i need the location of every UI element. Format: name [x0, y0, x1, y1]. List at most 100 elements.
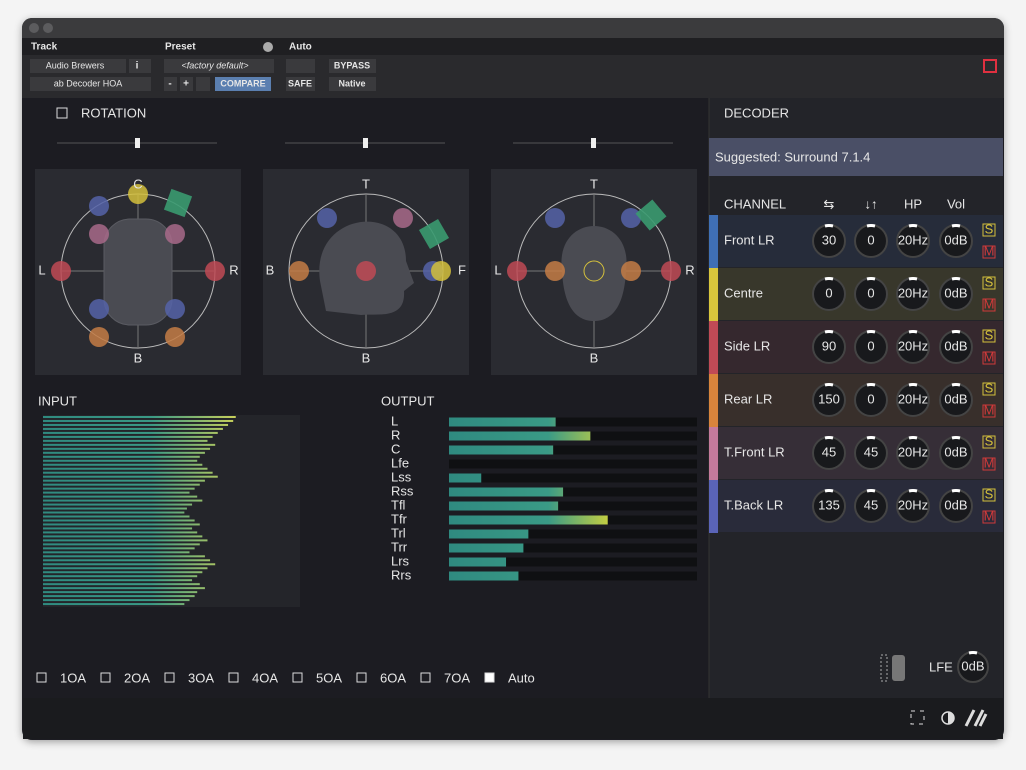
- output-title: OUTPUT: [381, 393, 435, 408]
- knob-indicator: [968, 650, 978, 655]
- source-marker[interactable]: [163, 188, 193, 218]
- order-checkbox[interactable]: [100, 672, 111, 683]
- copy-button[interactable]: [196, 77, 210, 91]
- speaker-dot: [289, 261, 309, 281]
- plus-button[interactable]: [180, 77, 193, 91]
- mute-button[interactable]: [982, 404, 996, 418]
- input-meter-bar: [43, 483, 200, 486]
- native-button[interactable]: [329, 77, 376, 91]
- speaker-dot: [89, 299, 109, 319]
- knob-indicator: [866, 329, 876, 334]
- input-meter-bar: [43, 435, 213, 438]
- safe-button[interactable]: [286, 77, 315, 91]
- channel-color-strip: [709, 321, 718, 374]
- output-meter-bg: [449, 501, 697, 511]
- suggested-banner: [709, 138, 1003, 176]
- channel-color-strip: [709, 268, 718, 321]
- automation-button[interactable]: [286, 59, 315, 73]
- knob-value: 30: [822, 232, 836, 247]
- mute-button[interactable]: [982, 351, 996, 365]
- minus-text: -: [168, 79, 171, 90]
- bypass-button[interactable]: [329, 59, 376, 73]
- input-title: INPUT: [38, 393, 77, 408]
- output-meter-bar: [449, 501, 559, 511]
- rotation-title: ROTATION: [81, 105, 146, 120]
- input-meter-bar: [43, 527, 193, 530]
- channel-color-strip: [709, 374, 718, 427]
- knob-indicator: [908, 382, 918, 387]
- solo-button[interactable]: [982, 382, 996, 396]
- speaker-dot: [431, 261, 451, 281]
- order-checkbox[interactable]: [292, 672, 303, 683]
- close-button[interactable]: [29, 23, 39, 33]
- input-meter-bar: [43, 467, 208, 470]
- minus-button[interactable]: [164, 77, 177, 91]
- rotation-slider-handle[interactable]: [363, 138, 368, 148]
- knob-value: 0dB: [961, 658, 984, 673]
- input-meter-bar: [43, 575, 198, 578]
- order-checkbox[interactable]: [164, 672, 175, 683]
- plugin-name: ab Decoder HOA: [54, 78, 123, 88]
- rotation-slider-handle[interactable]: [591, 138, 596, 148]
- knob-value: 20Hz: [898, 285, 928, 300]
- knob-indicator: [866, 276, 876, 281]
- knob-indicator: [866, 223, 876, 228]
- solo-button[interactable]: [982, 329, 996, 343]
- input-meter-bar: [43, 515, 190, 518]
- channel-color-strip: [709, 215, 718, 268]
- order-checkbox[interactable]: [356, 672, 367, 683]
- knob-indicator: [951, 329, 961, 334]
- decoder-header: Vol: [947, 196, 965, 211]
- compare-button[interactable]: [215, 77, 271, 91]
- output-meter-bar: [449, 445, 554, 455]
- plus-text: +: [183, 79, 189, 90]
- source-marker[interactable]: [418, 218, 450, 250]
- preset-name: <factory default>: [181, 60, 248, 70]
- order-label: 7OA: [444, 670, 470, 685]
- output-channel-label: Rss: [391, 483, 414, 498]
- order-checkbox[interactable]: [36, 672, 47, 683]
- fullscreen-icon[interactable]: [910, 710, 925, 725]
- mute-button[interactable]: [982, 245, 996, 259]
- mute-button[interactable]: [982, 298, 996, 312]
- speaker-dot: [205, 261, 225, 281]
- knob-value: 0: [867, 338, 874, 353]
- record-indicator[interactable]: [983, 59, 997, 73]
- speaker-dot: [621, 261, 641, 281]
- order-checkbox[interactable]: [228, 672, 239, 683]
- solo-text: S: [985, 486, 994, 501]
- preset-select[interactable]: [164, 59, 274, 73]
- decoder-header: ↓↑: [865, 196, 878, 211]
- input-meter-bar: [43, 443, 216, 446]
- input-meter-bar: [43, 579, 193, 582]
- solo-button[interactable]: [982, 276, 996, 290]
- speaker-icon[interactable]: [880, 654, 905, 682]
- speaker-dot: [51, 261, 71, 281]
- input-meter-bar: [43, 459, 198, 462]
- solo-button[interactable]: [982, 488, 996, 502]
- output-channel-label: Trl: [391, 525, 406, 540]
- order-checkbox[interactable]: [484, 672, 495, 683]
- track-select[interactable]: [30, 59, 126, 73]
- info-button[interactable]: [129, 59, 151, 73]
- preset-menu[interactable]: [263, 42, 273, 52]
- mute-button[interactable]: [982, 510, 996, 524]
- channel-name: T.Front LR: [724, 444, 785, 459]
- rotation-slider-handle[interactable]: [135, 138, 140, 148]
- view-label-bottom: B: [362, 350, 371, 365]
- solo-button[interactable]: [982, 435, 996, 449]
- decoder-header: HP: [904, 196, 922, 211]
- source-marker[interactable]: [635, 199, 667, 231]
- output-channel-label: Rrs: [391, 567, 412, 582]
- knob-indicator: [824, 223, 834, 228]
- output-meter-bg: [449, 543, 697, 553]
- output-meter-bg: [449, 445, 697, 455]
- plugin-select[interactable]: [30, 77, 151, 91]
- output-channel-label: L: [391, 413, 398, 428]
- order-checkbox[interactable]: [420, 672, 431, 683]
- mute-button[interactable]: [982, 457, 996, 471]
- speaker-dot: [661, 261, 681, 281]
- rotation-checkbox[interactable]: [56, 107, 68, 119]
- solo-button[interactable]: [982, 223, 996, 237]
- minimize-button[interactable]: [43, 23, 53, 33]
